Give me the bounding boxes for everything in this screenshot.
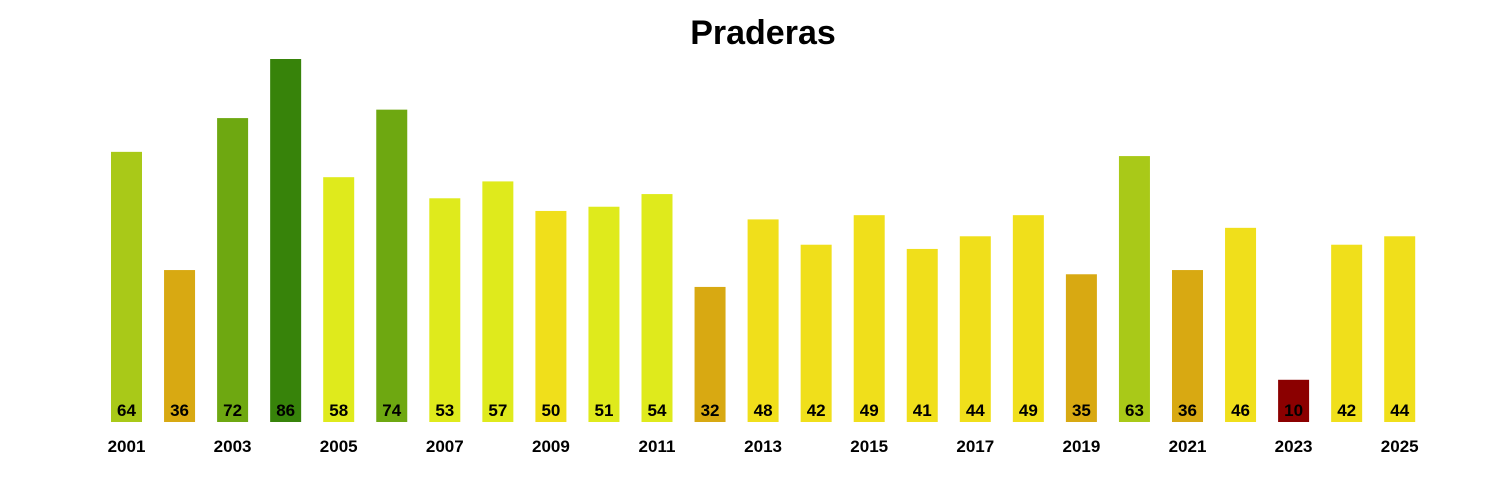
x-tick-label-2023: 2023 bbox=[1275, 437, 1313, 456]
data-label-2016: 41 bbox=[913, 401, 932, 420]
data-label-2009: 50 bbox=[541, 401, 560, 420]
bar-2006 bbox=[376, 109, 408, 423]
bar-2019 bbox=[1065, 274, 1097, 422]
x-tick-label-2013: 2013 bbox=[744, 437, 782, 456]
bar-2015 bbox=[853, 215, 885, 422]
bars-group bbox=[111, 59, 1416, 423]
bar-2001 bbox=[111, 151, 142, 423]
bar-2022 bbox=[1225, 227, 1257, 422]
bar-2024 bbox=[1331, 244, 1363, 422]
data-label-2015: 49 bbox=[860, 401, 879, 420]
data-label-2003: 72 bbox=[223, 401, 242, 420]
data-label-2024: 42 bbox=[1337, 401, 1356, 420]
data-label-2025: 44 bbox=[1390, 401, 1409, 420]
bar-2018 bbox=[1012, 215, 1044, 422]
bar-2008 bbox=[482, 181, 514, 422]
data-label-2006: 74 bbox=[382, 401, 401, 420]
bar-2025 bbox=[1384, 236, 1416, 422]
bar-2023 bbox=[1278, 379, 1310, 422]
bar-2021 bbox=[1172, 270, 1203, 422]
x-tick-label-2003: 2003 bbox=[214, 437, 252, 456]
data-label-2004: 86 bbox=[276, 401, 295, 420]
x-tick-label-2021: 2021 bbox=[1169, 437, 1207, 456]
bar-labels-group: 64 36 72 86 58 74 53 57 50 51 54 32 48 42 49 41 44 49 35 63… bbox=[117, 401, 1410, 420]
data-label-2001: 64 bbox=[117, 401, 136, 420]
bar-2003 bbox=[217, 118, 249, 422]
data-label-2019: 35 bbox=[1072, 401, 1091, 420]
x-tick-label-2025: 2025 bbox=[1381, 437, 1419, 456]
data-label-2012: 32 bbox=[701, 401, 720, 420]
x-tick-label-2019: 2019 bbox=[1062, 437, 1100, 456]
bar-2014 bbox=[800, 244, 832, 422]
x-tick-label-2005: 2005 bbox=[320, 437, 358, 456]
bar-2011 bbox=[641, 194, 673, 422]
data-label-2007: 53 bbox=[435, 401, 454, 420]
data-label-2014: 42 bbox=[807, 401, 826, 420]
bar-2013 bbox=[747, 219, 779, 422]
x-tick-label-2009: 2009 bbox=[532, 437, 570, 456]
x-axis-ticks: 2001 2003 2005 2007 2009 2011 2013 2015 2017 2019… bbox=[108, 437, 1419, 456]
bar-2004 bbox=[270, 59, 302, 422]
data-label-2020: 63 bbox=[1125, 401, 1144, 420]
data-label-2023: 10 bbox=[1284, 401, 1303, 420]
bar-2017 bbox=[959, 236, 991, 422]
data-label-2002: 36 bbox=[170, 401, 189, 420]
data-label-2021: 36 bbox=[1178, 401, 1197, 420]
data-label-2017: 44 bbox=[966, 401, 985, 420]
data-label-2008: 57 bbox=[488, 401, 507, 420]
data-label-2011: 54 bbox=[648, 401, 667, 420]
bar-2007 bbox=[429, 198, 461, 422]
data-label-2013: 48 bbox=[754, 401, 773, 420]
data-label-2005: 58 bbox=[329, 401, 348, 420]
bar-2020 bbox=[1118, 156, 1150, 422]
bar-2016 bbox=[906, 248, 938, 422]
bar-2010 bbox=[588, 206, 620, 422]
bar-2002 bbox=[164, 270, 196, 422]
x-tick-label-2017: 2017 bbox=[956, 437, 994, 456]
data-label-2010: 51 bbox=[594, 401, 613, 420]
chart-title: Praderas bbox=[690, 14, 836, 52]
bar-2009 bbox=[535, 210, 567, 422]
x-tick-label-2015: 2015 bbox=[850, 437, 888, 456]
bar-2012 bbox=[694, 286, 726, 422]
data-label-2022: 46 bbox=[1231, 401, 1250, 420]
data-label-2018: 49 bbox=[1019, 401, 1038, 420]
x-tick-label-2011: 2011 bbox=[639, 437, 676, 456]
bar-2005 bbox=[323, 177, 355, 422]
x-tick-label-2001: 2001 bbox=[108, 437, 146, 456]
x-tick-label-2007: 2007 bbox=[426, 437, 464, 456]
